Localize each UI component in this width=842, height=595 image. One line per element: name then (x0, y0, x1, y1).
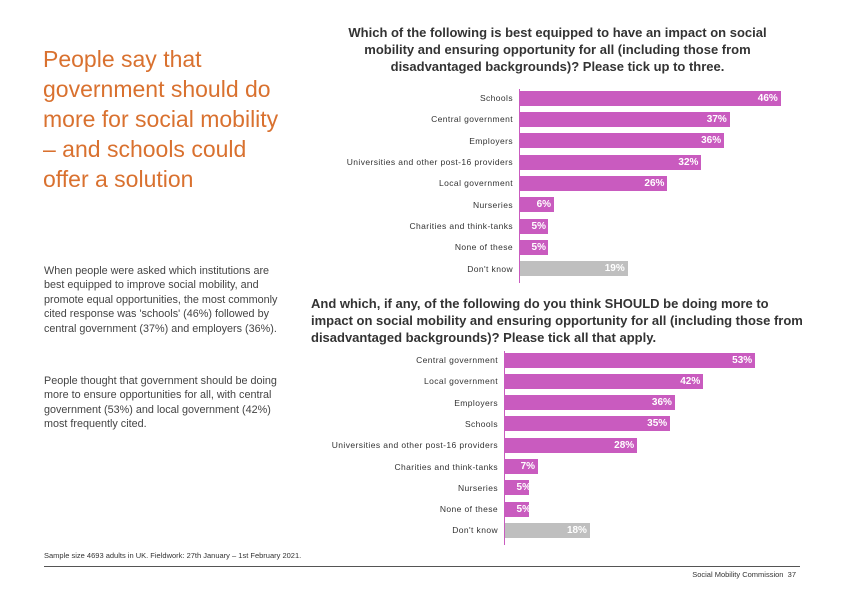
category-label: Universities and other post-16 providers (331, 440, 498, 451)
data-label: 5% (531, 241, 546, 253)
category-label: Local government (439, 178, 513, 189)
bar (505, 395, 675, 411)
summary-paragraph-2: People thought that government should be… (44, 375, 277, 431)
category-label: Central government (416, 355, 498, 365)
data-label: 36% (701, 135, 722, 147)
category-label: Employers (454, 397, 498, 408)
bar (520, 175, 668, 191)
bar (505, 480, 529, 496)
bar (505, 459, 539, 474)
headline: People say that government should do mor… (43, 46, 279, 192)
data-label: 6% (536, 199, 552, 211)
chart-2-title: And which, if any, of the following do y… (311, 296, 803, 345)
bar (505, 352, 756, 368)
category-label: Don't know (467, 263, 513, 274)
footer: Social Mobility Commission 37 (692, 570, 796, 579)
data-label: 7% (520, 461, 536, 472)
data-label: 36% (651, 397, 672, 409)
page-number: 37 (787, 570, 796, 579)
bar (520, 133, 725, 149)
data-label: 46% (757, 92, 778, 104)
category-label: None of these (439, 504, 498, 515)
data-label: 5% (516, 482, 531, 494)
category-label: Central government (431, 114, 513, 125)
category-label: Employers (469, 135, 513, 146)
category-label: Charities and think-tanks (394, 461, 498, 472)
category-label: Local government (424, 376, 498, 387)
chart-axis (504, 351, 505, 545)
bar (520, 197, 555, 213)
category-label: Schools (479, 93, 513, 103)
category-label: Don't know (452, 525, 498, 536)
bar (505, 437, 638, 453)
footer-divider (44, 566, 800, 567)
category-label: Nurseries (458, 482, 498, 493)
bar (520, 239, 549, 255)
data-label: 26% (644, 177, 665, 189)
category-label: Schools (464, 418, 498, 429)
summary-paragraph-1: When people were asked which institution… (44, 265, 278, 335)
data-label: 53% (732, 354, 753, 366)
footer-brand: Social Mobility Commission (692, 570, 784, 579)
data-label: 32% (678, 156, 699, 168)
bar (520, 218, 549, 234)
bar (520, 90, 781, 106)
bar (520, 111, 730, 127)
bar (505, 522, 590, 538)
data-label: 5% (531, 220, 546, 232)
bar (520, 261, 628, 277)
bar (505, 373, 704, 389)
bar (520, 154, 702, 170)
data-label: 5% (516, 503, 531, 515)
bar (505, 416, 671, 432)
category-label: Universities and other post-16 providers (346, 157, 513, 168)
category-label: None of these (454, 242, 513, 253)
category-label: Nurseries (473, 199, 513, 210)
data-label: 37% (706, 113, 727, 125)
data-label: 42% (680, 375, 701, 387)
category-label: Charities and think-tanks (409, 221, 513, 232)
data-label: 35% (647, 418, 668, 430)
chart-axis (519, 89, 520, 284)
data-label: 19% (604, 263, 625, 275)
chart-1-title: Which of the following is best equipped … (348, 25, 767, 74)
data-label: 28% (614, 439, 635, 451)
footnote: Sample size 4693 adults in UK. Fieldwork… (44, 551, 302, 560)
bar (505, 501, 529, 517)
data-label: 18% (566, 524, 587, 536)
